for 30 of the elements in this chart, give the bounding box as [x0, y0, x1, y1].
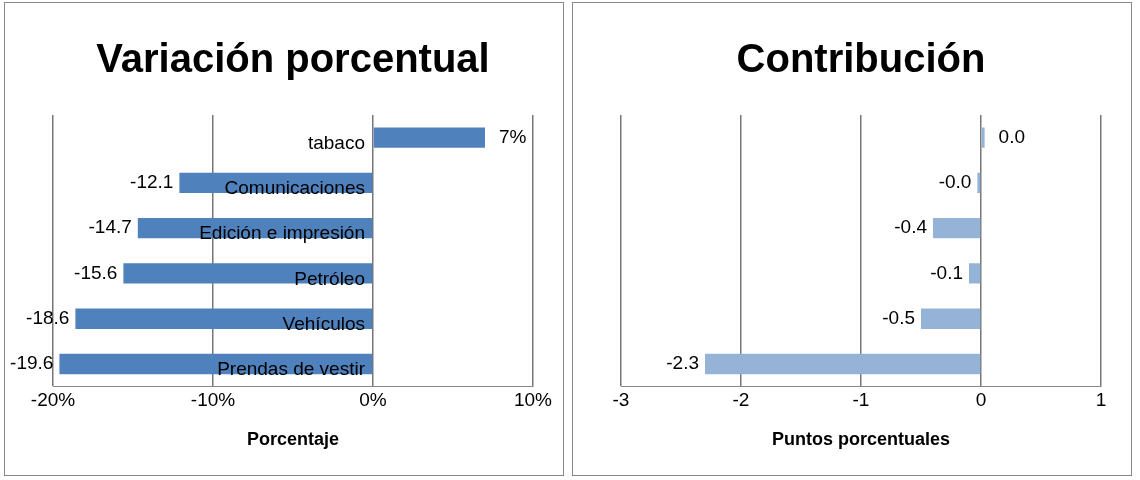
y-tick-label: Comunicaciones	[224, 177, 365, 199]
data-label: -18.6	[26, 306, 70, 328]
x-tick-label: -2	[732, 389, 750, 411]
data-label: -0.4	[894, 216, 928, 238]
y-tick-label: tabaco	[307, 131, 365, 153]
data-label: -12.1	[130, 171, 174, 193]
y-tick-label: Vehículos	[282, 312, 365, 334]
x-tick-label: -1	[852, 389, 870, 411]
chart-title: Variación porcentual	[96, 36, 490, 81]
x-tick-label: 10%	[513, 389, 553, 411]
data-label: 7%	[499, 125, 527, 147]
y-tick-label: Prendas de vestir	[217, 358, 366, 380]
x-axis-title: Puntos porcentuales	[771, 429, 951, 450]
x-tick-label: -3	[612, 389, 630, 411]
chart-title: Contribución	[736, 36, 986, 81]
data-label: -0.5	[882, 306, 915, 328]
y-tick-label: Petróleo	[294, 267, 365, 289]
x-axis-title: Porcentaje	[246, 429, 340, 450]
data-label: 0.0	[998, 125, 1026, 147]
data-label: -15.6	[74, 261, 118, 283]
data-label: -2.3	[666, 352, 699, 374]
x-tick-label: 1	[1095, 389, 1107, 411]
x-tick-label: 0	[975, 389, 987, 411]
x-tick-label: -20%	[30, 389, 76, 411]
data-label: -0.0	[938, 171, 972, 193]
data-label: -0.1	[930, 261, 963, 283]
x-tick-label: 0%	[359, 389, 387, 411]
x-tick-label: -10%	[190, 389, 236, 411]
data-label: -14.7	[88, 216, 132, 238]
data-label: -19.6	[10, 352, 54, 374]
